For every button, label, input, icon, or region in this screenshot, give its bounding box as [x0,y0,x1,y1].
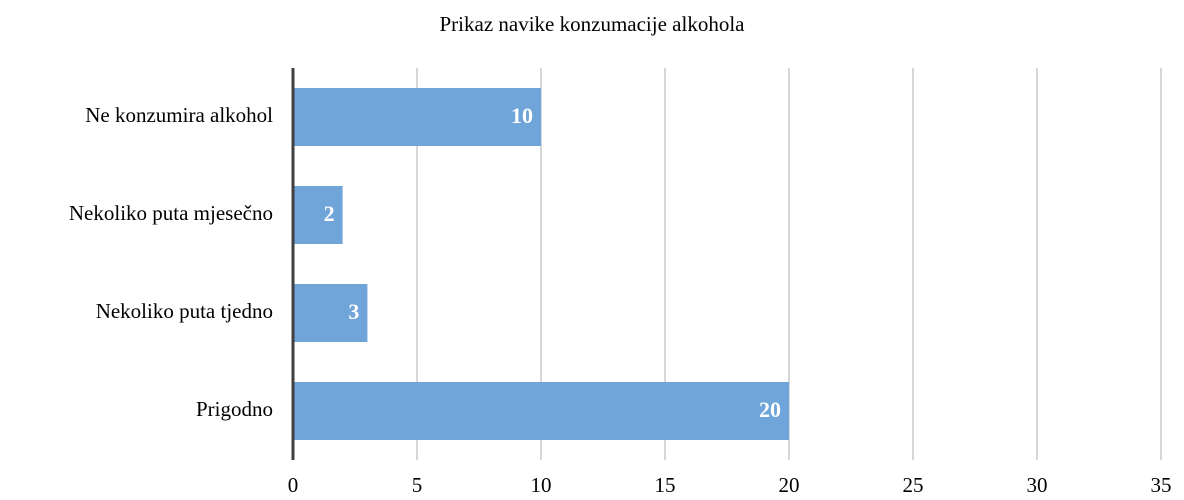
data-label: 2 [324,201,335,226]
y-tick-label: Ne konzumira alkohol [85,103,273,127]
bar [293,284,368,342]
x-tick-label: 5 [412,473,423,497]
x-tick-label: 10 [531,473,552,497]
y-tick-label: Nekoliko puta mjesečno [69,201,273,225]
bar [293,382,789,440]
data-label: 3 [348,299,359,324]
x-tick-label: 15 [655,473,676,497]
x-tick-label: 0 [288,473,299,497]
x-tick-label: 25 [903,473,924,497]
data-label: 10 [511,103,533,128]
y-tick-label: Nekoliko puta tjedno [96,299,273,323]
bar [293,88,541,146]
x-tick-label: 20 [779,473,800,497]
data-label: 20 [759,397,781,422]
chart-title: Prikaz navike konzumacije alkohola [440,12,746,36]
x-tick-label: 30 [1027,473,1048,497]
bar [293,186,343,244]
x-tick-label: 35 [1151,473,1172,497]
y-tick-label: Prigodno [196,397,273,421]
